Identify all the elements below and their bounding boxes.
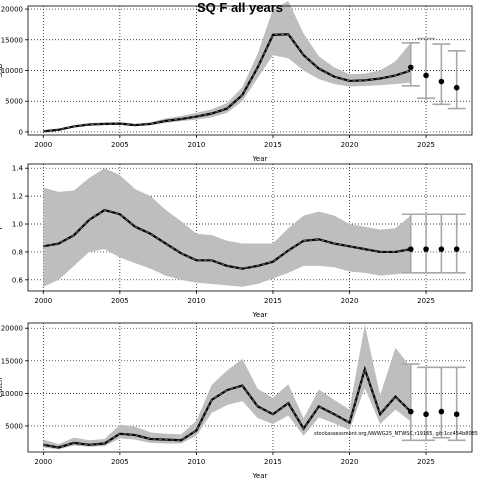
catch-projection-point — [438, 408, 445, 415]
f-projection-point — [453, 246, 460, 252]
figure-title: SQ F all years — [197, 0, 283, 15]
f-x-axis-label: Year — [252, 311, 268, 319]
f-x-tick-label: 2010 — [187, 297, 205, 305]
catch-confidence-band — [43, 324, 411, 450]
ssb-y-tick-label: 15000 — [1, 36, 23, 44]
ssb-confidence-band — [43, 1, 411, 132]
catch-y-tick-label: 20000 — [1, 325, 23, 333]
ssb-y-tick-label: 20000 — [1, 6, 23, 14]
catch-y-tick-label: 5000 — [5, 422, 23, 430]
ssb-projection-point — [453, 84, 460, 91]
catch-x-tick-label: 2025 — [417, 458, 435, 466]
f-x-tick-label: 2025 — [417, 297, 435, 305]
f-y-axis-label: F — [0, 225, 4, 229]
f-x-tick-label: 2020 — [341, 297, 359, 305]
f-x-tick-label: 2015 — [264, 297, 282, 305]
catch-y-tick-label: 10000 — [1, 390, 23, 398]
panel-ssb: 2000 2005 2010 2015 2020 2025 0 5000 10000 15000 2… — [0, 1, 473, 163]
catch-x-tick-label: 2015 — [264, 458, 282, 466]
f-y-tick-label: 1.4 — [12, 165, 24, 173]
catch-y-tick-label: 15000 — [1, 357, 23, 365]
ssb-y-tick-label: 0 — [19, 128, 23, 136]
catch-estimate-line-dash — [43, 367, 412, 448]
ssb-x-tick-label: 2000 — [34, 141, 52, 149]
f-y-tick-label: 0.6 — [12, 276, 24, 284]
ssb-x-tick-label: 2025 — [417, 141, 435, 149]
ssb-y-tick-label: 5000 — [5, 98, 23, 106]
f-projection-point — [438, 246, 445, 252]
panel-f: 2000 2005 2010 2015 2020 2025 0.6 0.8 1.0 1.2 1.4 Y… — [0, 163, 473, 319]
f-plot-frame — [27, 163, 473, 292]
caption: stockassessment.org,NWWG25_NTWSC,r19165,… — [314, 431, 478, 437]
f-projection-point — [423, 246, 429, 252]
f-x-tick-label: 2005 — [111, 297, 129, 305]
ssb-x-axis-label: Year — [252, 155, 268, 163]
catch-plot-frame — [27, 322, 473, 453]
panel-catch: 2000 2005 2010 2015 2020 2025 5000 10000 15000 20… — [0, 322, 473, 480]
f-estimate-line-dash — [43, 209, 411, 270]
f-y-tick-label: 1.2 — [12, 193, 23, 201]
catch-x-tick-label: 2005 — [111, 458, 129, 466]
catch-projection-point — [423, 411, 429, 418]
f-y-tick-label: 1.0 — [12, 221, 23, 229]
ssb-estimate-line-dash — [43, 33, 411, 132]
f-confidence-band — [43, 168, 411, 287]
catch-y-axis-label: Catch — [0, 377, 4, 397]
ssb-x-tick-label: 2010 — [187, 141, 205, 149]
catch-projection-point — [453, 411, 460, 418]
ssb-x-tick-label: 2015 — [264, 141, 282, 149]
f-y-tick-label: 0.8 — [12, 248, 23, 256]
ssb-projection-point — [438, 78, 445, 85]
f-x-tick-label: 2000 — [34, 297, 52, 305]
catch-x-tick-label: 2020 — [341, 458, 359, 466]
catch-x-tick-label: 2010 — [187, 458, 205, 466]
ssb-y-axis-label: SSB — [0, 63, 4, 77]
f-projection-point — [407, 246, 414, 252]
ssb-y-tick-label: 10000 — [1, 67, 23, 75]
ssb-x-tick-label: 2020 — [341, 141, 359, 149]
catch-x-tick-label: 2000 — [34, 458, 52, 466]
ssb-projection-point — [423, 72, 429, 79]
catch-projection-point — [407, 408, 414, 415]
ssb-x-tick-label: 2005 — [111, 141, 129, 149]
ssb-projection-point — [407, 64, 414, 71]
catch-x-axis-label: Year — [252, 472, 268, 480]
